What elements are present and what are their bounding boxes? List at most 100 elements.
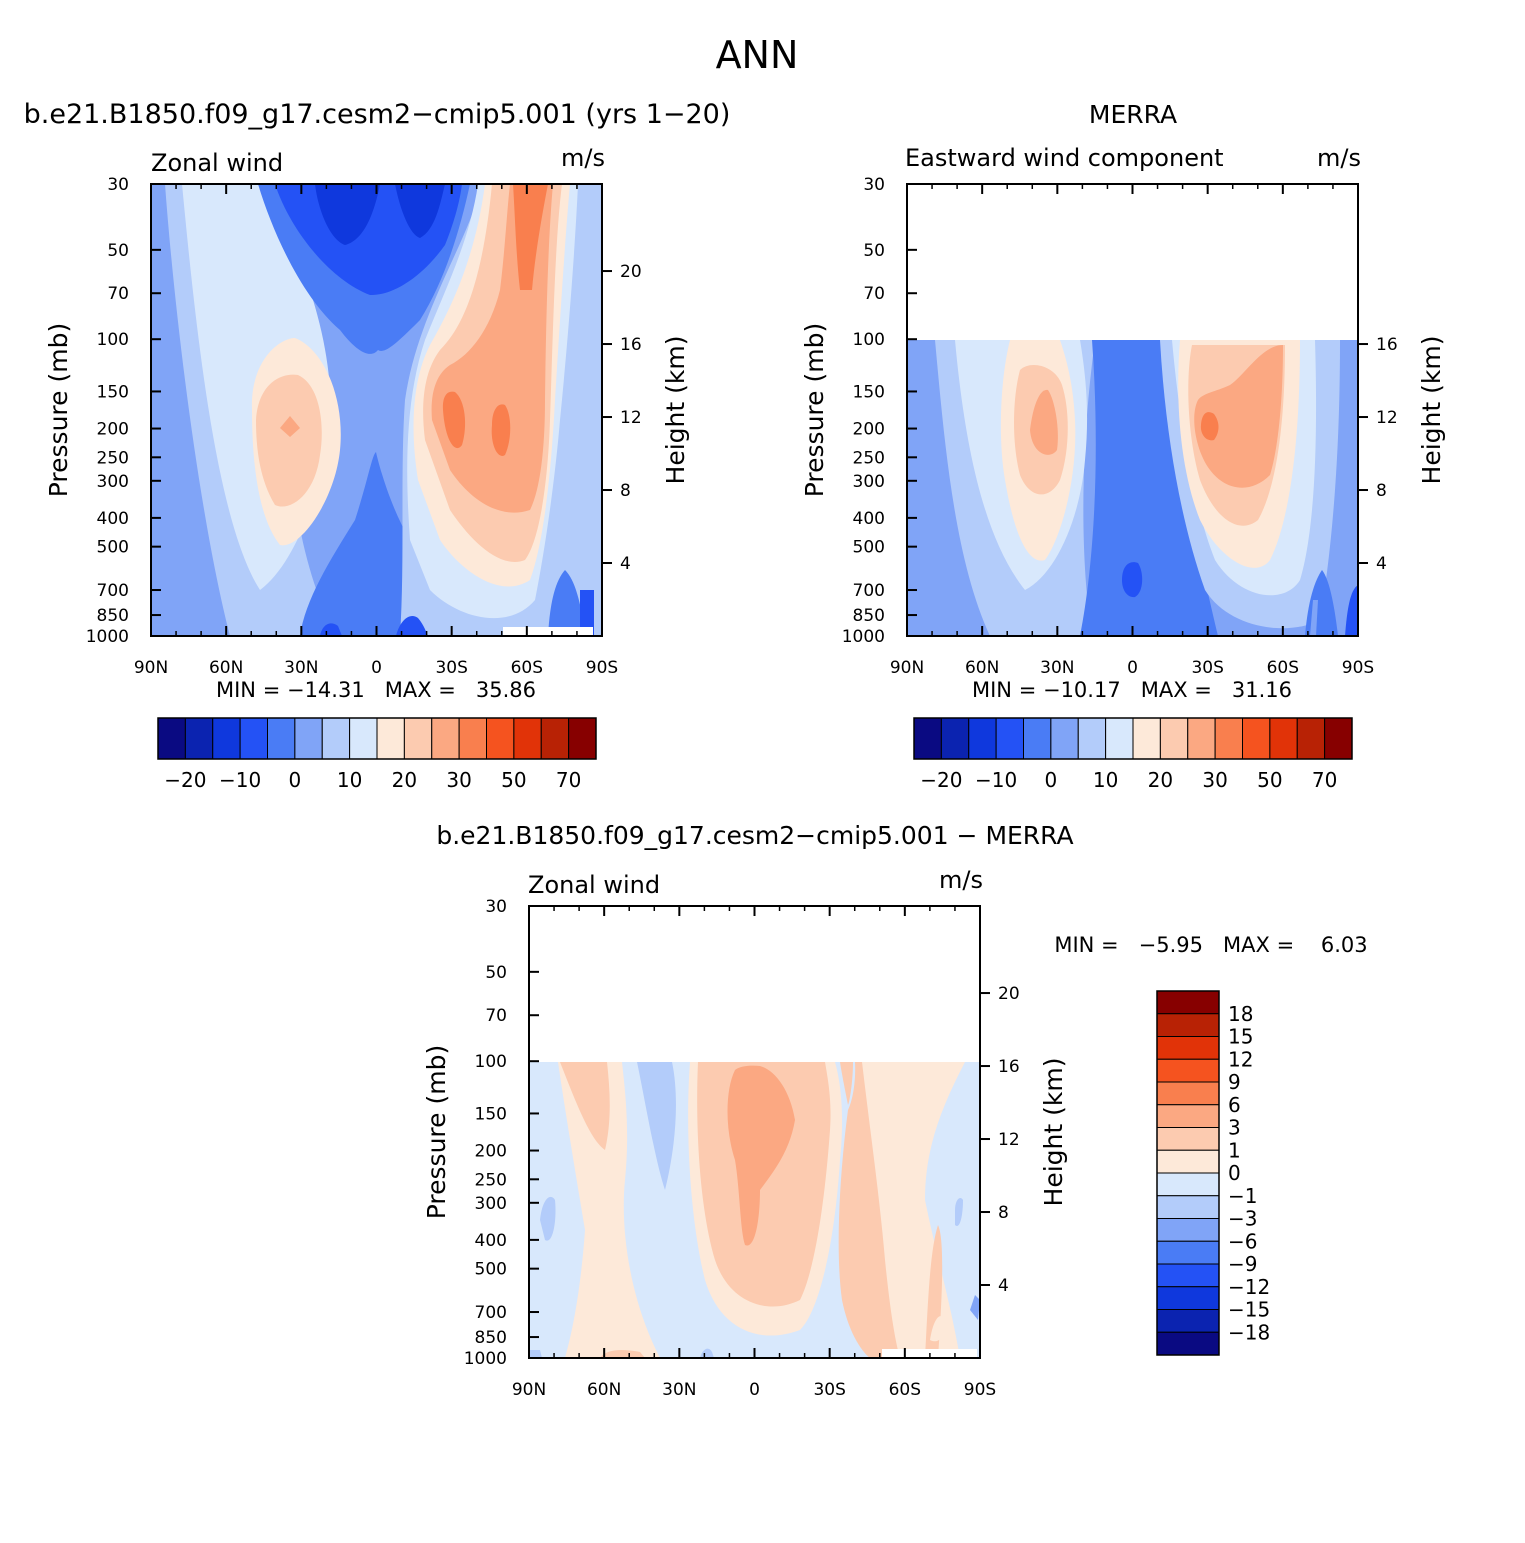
colorbar-label: 20 — [1148, 768, 1173, 792]
diff-panel-title: b.e21.B1850.f09_g17.cesm2−cmip5.001 − ME… — [436, 821, 1073, 850]
colorbar-label: 0 — [289, 768, 302, 792]
y-tick-label: 70 — [863, 284, 885, 304]
x-tick-label: 60S — [511, 658, 543, 678]
model-plot — [151, 184, 602, 636]
contour-band — [1345, 585, 1358, 636]
colorbar-swatch — [913, 717, 942, 760]
colorbar-swatch — [968, 717, 997, 760]
colorbar-label: 10 — [1093, 768, 1118, 792]
colorbar-swatch — [1105, 717, 1134, 760]
model-panel-title: b.e21.B1850.f09_g17.cesm2−cmip5.001 (yrs… — [24, 99, 731, 130]
colorbar-swatch — [1156, 1172, 1220, 1197]
colorbar-label: 10 — [337, 768, 362, 792]
model-left-label: Zonal wind — [151, 149, 283, 177]
contour-band — [970, 1295, 980, 1320]
y-tick-label: 400 — [853, 509, 885, 529]
contour-band — [442, 391, 466, 449]
y2-tick-label: 8 — [1376, 481, 1387, 501]
colorbar-swatch — [513, 717, 542, 760]
diff-units: m/s — [939, 866, 983, 894]
obs-y2-label: Height (km) — [1417, 336, 1446, 485]
y-tick-label: 500 — [97, 538, 129, 558]
contour-band — [396, 616, 428, 636]
colorbar-swatch — [1156, 1218, 1220, 1242]
contour-band — [315, 184, 380, 245]
y2-tick-label: 4 — [998, 1276, 1009, 1296]
contour-band — [395, 184, 445, 238]
x-tick-label: 0 — [749, 1380, 760, 1400]
colorbar-label: 50 — [501, 768, 526, 792]
model-axes: 90N 60N 30N 0 30S 60S 90S 30 50 70 100 150 200 250 300… — [86, 175, 642, 678]
contour-band — [727, 1065, 795, 1246]
contour-band — [580, 590, 594, 636]
x-tick-label: 90N — [134, 658, 168, 678]
colorbar-frame — [157, 717, 597, 760]
y-tick-label: 700 — [475, 1303, 507, 1323]
colorbar-label: 30 — [1202, 768, 1227, 792]
y-tick-label: 1000 — [86, 627, 129, 647]
y-tick-label: 700 — [853, 581, 885, 601]
y-tick-label: 200 — [475, 1142, 507, 1162]
model-stats: MIN = −14.31 MAX = 35.86 — [216, 678, 536, 702]
colorbar-label: 20 — [392, 768, 417, 792]
colorbar-swatch — [1156, 1240, 1220, 1265]
colorbar-swatch — [540, 717, 570, 760]
x-tick-label: 30N — [662, 1380, 696, 1400]
y-tick-label: 150 — [97, 382, 129, 402]
x-tick-label: 90S — [586, 658, 618, 678]
colorbar-swatch — [157, 717, 186, 760]
colorbar-label: −10 — [219, 768, 261, 792]
contour-band — [320, 623, 342, 636]
x-tick-label: 90N — [890, 658, 924, 678]
colorbar-label: 9 — [1228, 1070, 1241, 1094]
y-tick-label: 700 — [97, 581, 129, 601]
y-tick-label: 1000 — [842, 627, 885, 647]
y-tick-label: 50 — [485, 963, 507, 983]
colorbar-swatch — [1156, 1331, 1220, 1356]
obs-y-label: Pressure (mb) — [800, 323, 829, 497]
y-tick-label: 850 — [475, 1328, 507, 1348]
colorbar-label: 50 — [1257, 768, 1282, 792]
colorbar-label: −15 — [1228, 1298, 1270, 1322]
colorbar-swatch — [1050, 717, 1079, 760]
colorbar-label: −20 — [920, 768, 962, 792]
obs-plot — [907, 340, 1358, 636]
colorbar-swatch — [1156, 1058, 1220, 1083]
colorbar-label: −3 — [1228, 1207, 1257, 1231]
model-y2-label: Height (km) — [661, 336, 690, 485]
contour-band — [513, 184, 548, 290]
x-tick-label: 90S — [964, 1380, 996, 1400]
x-tick-label: 60N — [965, 658, 999, 678]
colorbar-label: −20 — [164, 768, 206, 792]
colorbar-swatch — [294, 717, 323, 760]
contour-band — [1030, 389, 1058, 455]
y-tick-label: 500 — [853, 538, 885, 558]
diff-stats: MIN = −5.95 MAX = 6.03 — [1054, 933, 1367, 957]
colorbar-swatch — [431, 717, 460, 760]
contour-band — [700, 1348, 714, 1358]
diff-left-label: Zonal wind — [528, 871, 660, 899]
y-tick-label: 850 — [853, 606, 885, 626]
y2-tick-label: 4 — [1376, 554, 1387, 574]
colorbar-swatch — [239, 717, 268, 760]
contour-band — [540, 1196, 556, 1241]
x-tick-label: 30N — [1040, 658, 1074, 678]
colorbar-swatch — [486, 717, 515, 760]
y-tick-label: 300 — [97, 472, 129, 492]
y-tick-label: 250 — [853, 448, 885, 468]
x-tick-label: 30S — [435, 658, 467, 678]
contour-band — [558, 1062, 660, 1358]
model-units: m/s — [561, 144, 605, 172]
y2-tick-label: 16 — [620, 335, 642, 355]
y-tick-label: 50 — [863, 241, 885, 261]
x-tick-label: 90S — [1342, 658, 1374, 678]
colorbar-label: 6 — [1228, 1093, 1241, 1117]
x-tick-label: 60S — [1267, 658, 1299, 678]
y-tick-label: 30 — [107, 175, 129, 195]
colorbar-swatch — [995, 717, 1024, 760]
y2-tick-label: 12 — [1376, 408, 1398, 428]
y-tick-label: 400 — [475, 1231, 507, 1251]
y-tick-label: 100 — [475, 1052, 507, 1072]
colorbar-swatch — [1156, 1195, 1220, 1219]
colorbar-label: 1 — [1228, 1138, 1241, 1162]
